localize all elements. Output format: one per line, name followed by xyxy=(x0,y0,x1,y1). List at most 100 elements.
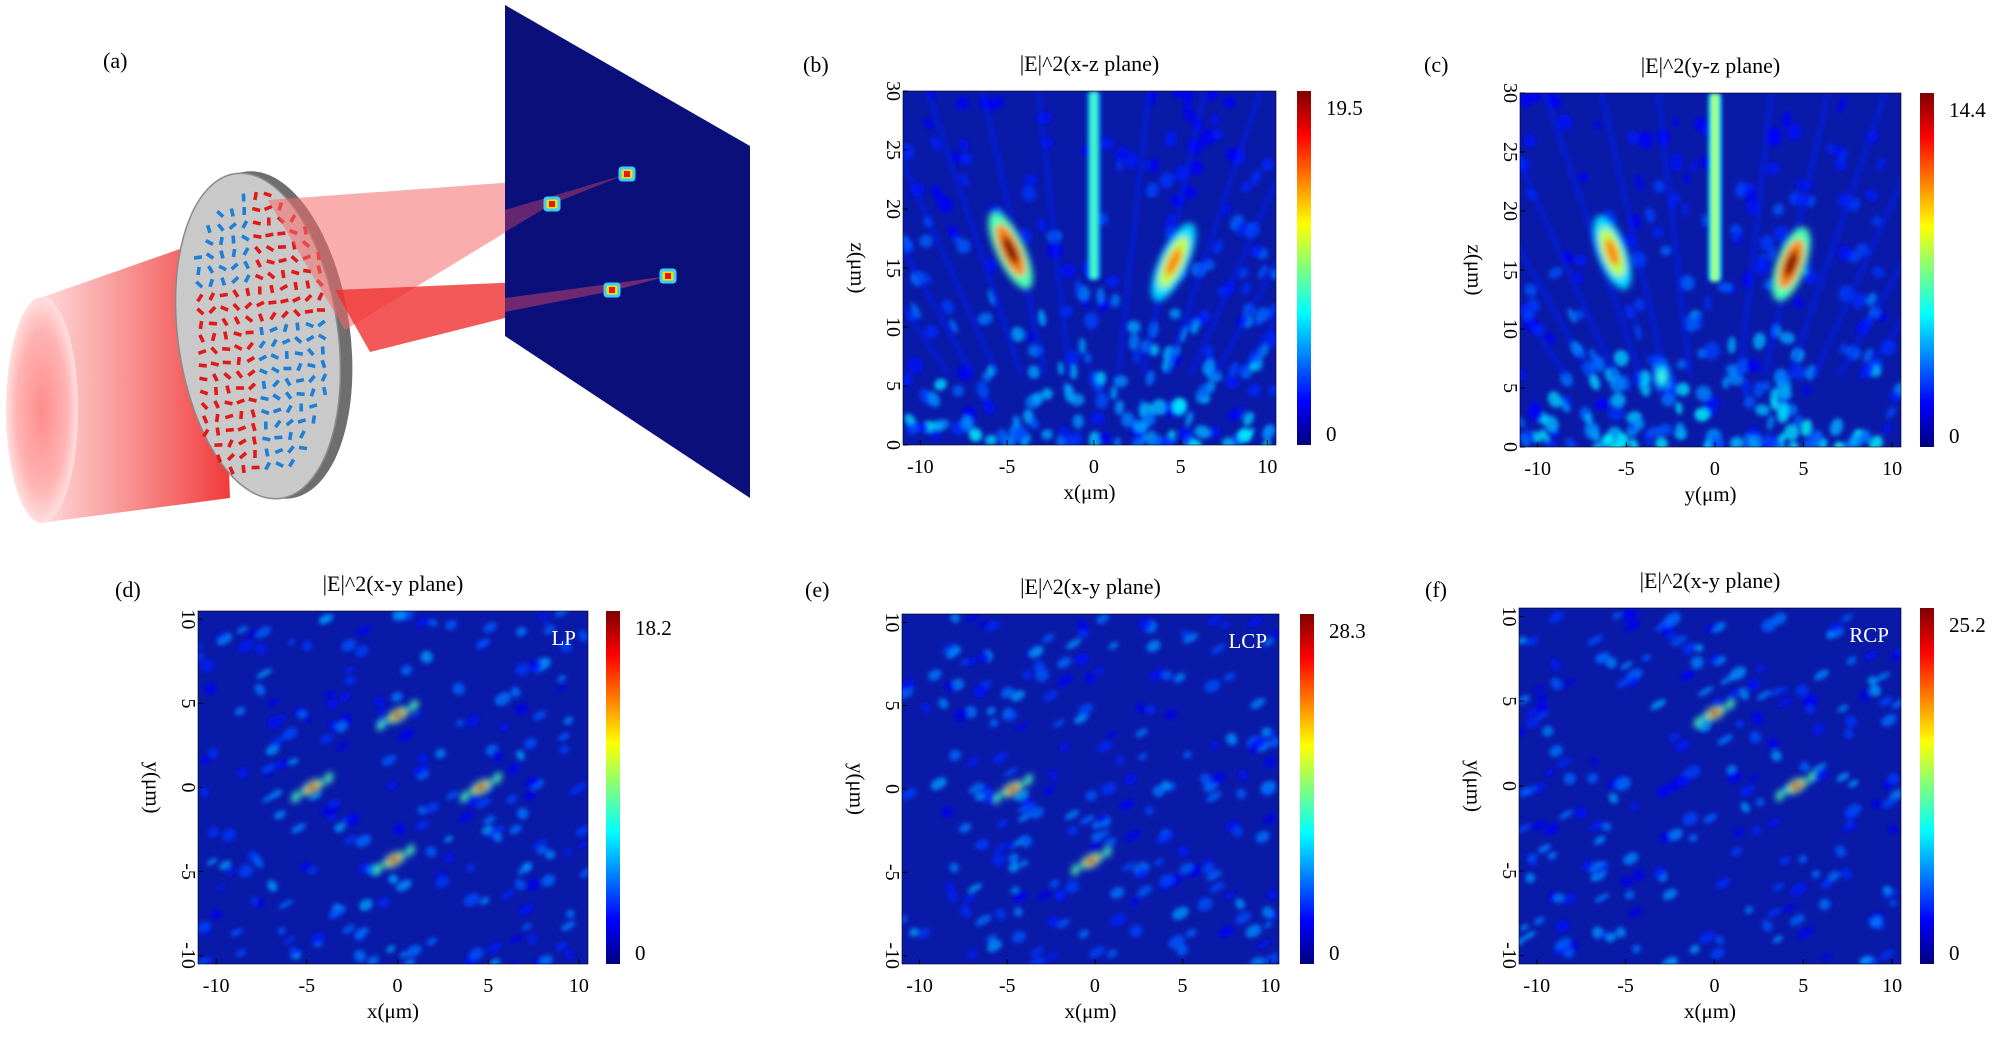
meta-atom xyxy=(298,445,308,451)
plot-title: |E|^2(x-y plane) xyxy=(1020,574,1161,599)
meta-atom xyxy=(263,204,273,212)
y-tick-label: -5 xyxy=(177,863,199,880)
x-tick-label: 0 xyxy=(1089,456,1099,478)
y-axis-label: y(μm) xyxy=(845,763,869,815)
y-tick-label: 5 xyxy=(1498,696,1520,706)
colorbar-min: 0 xyxy=(1326,422,1337,446)
heatmap xyxy=(902,614,1279,964)
focal-spot xyxy=(603,282,621,298)
focal-spot xyxy=(543,196,561,212)
meta-atom xyxy=(306,347,315,357)
plot-title: |E|^2(y-z plane) xyxy=(1641,53,1780,78)
meta-atom xyxy=(260,408,270,416)
meta-atom xyxy=(244,301,253,310)
colorbar-max: 28.3 xyxy=(1329,619,1366,643)
meta-atom xyxy=(294,336,303,344)
meta-atom xyxy=(228,466,235,475)
meta-atom xyxy=(256,300,265,308)
meta-atom xyxy=(281,338,291,345)
colorbar-min: 0 xyxy=(1949,941,1960,965)
meta-atom xyxy=(210,332,217,342)
meta-atom xyxy=(252,220,262,226)
meta-atom xyxy=(272,393,281,401)
axial-streak xyxy=(1087,91,1100,280)
x-tick-label: 5 xyxy=(1798,975,1808,997)
x-axis-label: x(μm) xyxy=(367,999,419,1023)
y-tick-label: 25 xyxy=(882,140,904,160)
colorbar-max: 14.4 xyxy=(1949,98,1986,122)
meta-atom xyxy=(244,315,254,323)
y-tick-label: 15 xyxy=(1499,260,1521,280)
meta-atom xyxy=(251,436,257,445)
x-tick-label: 10 xyxy=(569,975,589,997)
meta-atom xyxy=(309,388,316,397)
meta-atom xyxy=(317,319,326,328)
focal-hotspot xyxy=(460,772,502,803)
y-tick-label: 20 xyxy=(882,199,904,219)
meta-atom xyxy=(216,223,225,232)
heatmap-background xyxy=(1519,608,1901,964)
meta-atom xyxy=(235,370,244,379)
x-tick-label: -10 xyxy=(1523,975,1550,997)
y-tick-label: 10 xyxy=(881,612,903,632)
colorbar: 25.20 xyxy=(1920,608,1986,965)
meta-atom xyxy=(264,461,272,471)
meta-atom xyxy=(257,313,265,322)
heatmap xyxy=(198,611,588,964)
meta-atom xyxy=(218,236,224,246)
x-tick-label: 10 xyxy=(1257,456,1277,478)
y-tick-label: 5 xyxy=(882,381,904,391)
meta-atom xyxy=(295,322,300,331)
meta-atom xyxy=(263,421,268,430)
meta-atom xyxy=(269,284,275,294)
colorbar-max: 19.5 xyxy=(1326,96,1363,120)
meta-atom xyxy=(259,368,268,375)
meta-atom xyxy=(227,439,234,448)
panel-label-e: (e) xyxy=(805,577,829,602)
meta-atom xyxy=(304,309,314,314)
meta-atom xyxy=(222,360,231,365)
y-tick-label: 0 xyxy=(1499,442,1521,452)
x-tick-label: 0 xyxy=(1090,975,1100,997)
meta-atom xyxy=(233,316,241,325)
meta-atom xyxy=(251,206,261,213)
y-tick-label: 25 xyxy=(1499,142,1521,162)
meta-atom xyxy=(247,369,256,377)
meta-atom xyxy=(231,235,236,244)
meta-atom xyxy=(274,447,284,455)
meta-atom xyxy=(271,366,280,374)
panel-label-c: (c) xyxy=(1424,52,1448,77)
focal-spot xyxy=(659,268,677,284)
meta-atom xyxy=(215,454,223,463)
colorbar-max: 25.2 xyxy=(1949,613,1986,637)
panel-c: (c) |E|^2(y-z plane) -10 -5 0 5 10 0 5 10 15 20 25 30… xyxy=(1424,52,1986,506)
meta-atom xyxy=(238,451,248,460)
meta-atom xyxy=(197,348,207,356)
y-tick-label: -5 xyxy=(881,864,903,881)
y-tick-label: 10 xyxy=(1499,319,1521,339)
meta-atom xyxy=(201,415,209,424)
panel-e: (e) |E|^2(x-y plane) -10 -5 0 5 10 -10 -5 0 5 10 x(μ… xyxy=(805,574,1366,1023)
metasurface-elements xyxy=(193,191,328,475)
x-tick-label: 5 xyxy=(483,975,493,997)
heatmap xyxy=(1520,93,1901,447)
meta-atom xyxy=(270,338,278,348)
meta-atom xyxy=(218,264,227,272)
meta-atom xyxy=(220,305,229,312)
x-tick-label: 0 xyxy=(1710,458,1720,480)
meta-atom xyxy=(206,265,215,274)
beam-cross-section xyxy=(6,297,78,523)
meta-atom xyxy=(213,386,219,396)
meta-atom xyxy=(292,296,301,303)
meta-atom xyxy=(222,346,231,352)
meta-atom xyxy=(248,397,257,403)
x-tick-label: -5 xyxy=(1618,458,1635,480)
meta-atom xyxy=(284,391,293,400)
meta-atom xyxy=(198,334,205,343)
meta-atom xyxy=(241,464,246,474)
meta-atom xyxy=(253,191,259,201)
meta-atom xyxy=(296,362,303,372)
y-tick-label: 0 xyxy=(1498,781,1520,791)
meta-atom xyxy=(233,344,243,351)
meta-atom xyxy=(280,269,286,279)
